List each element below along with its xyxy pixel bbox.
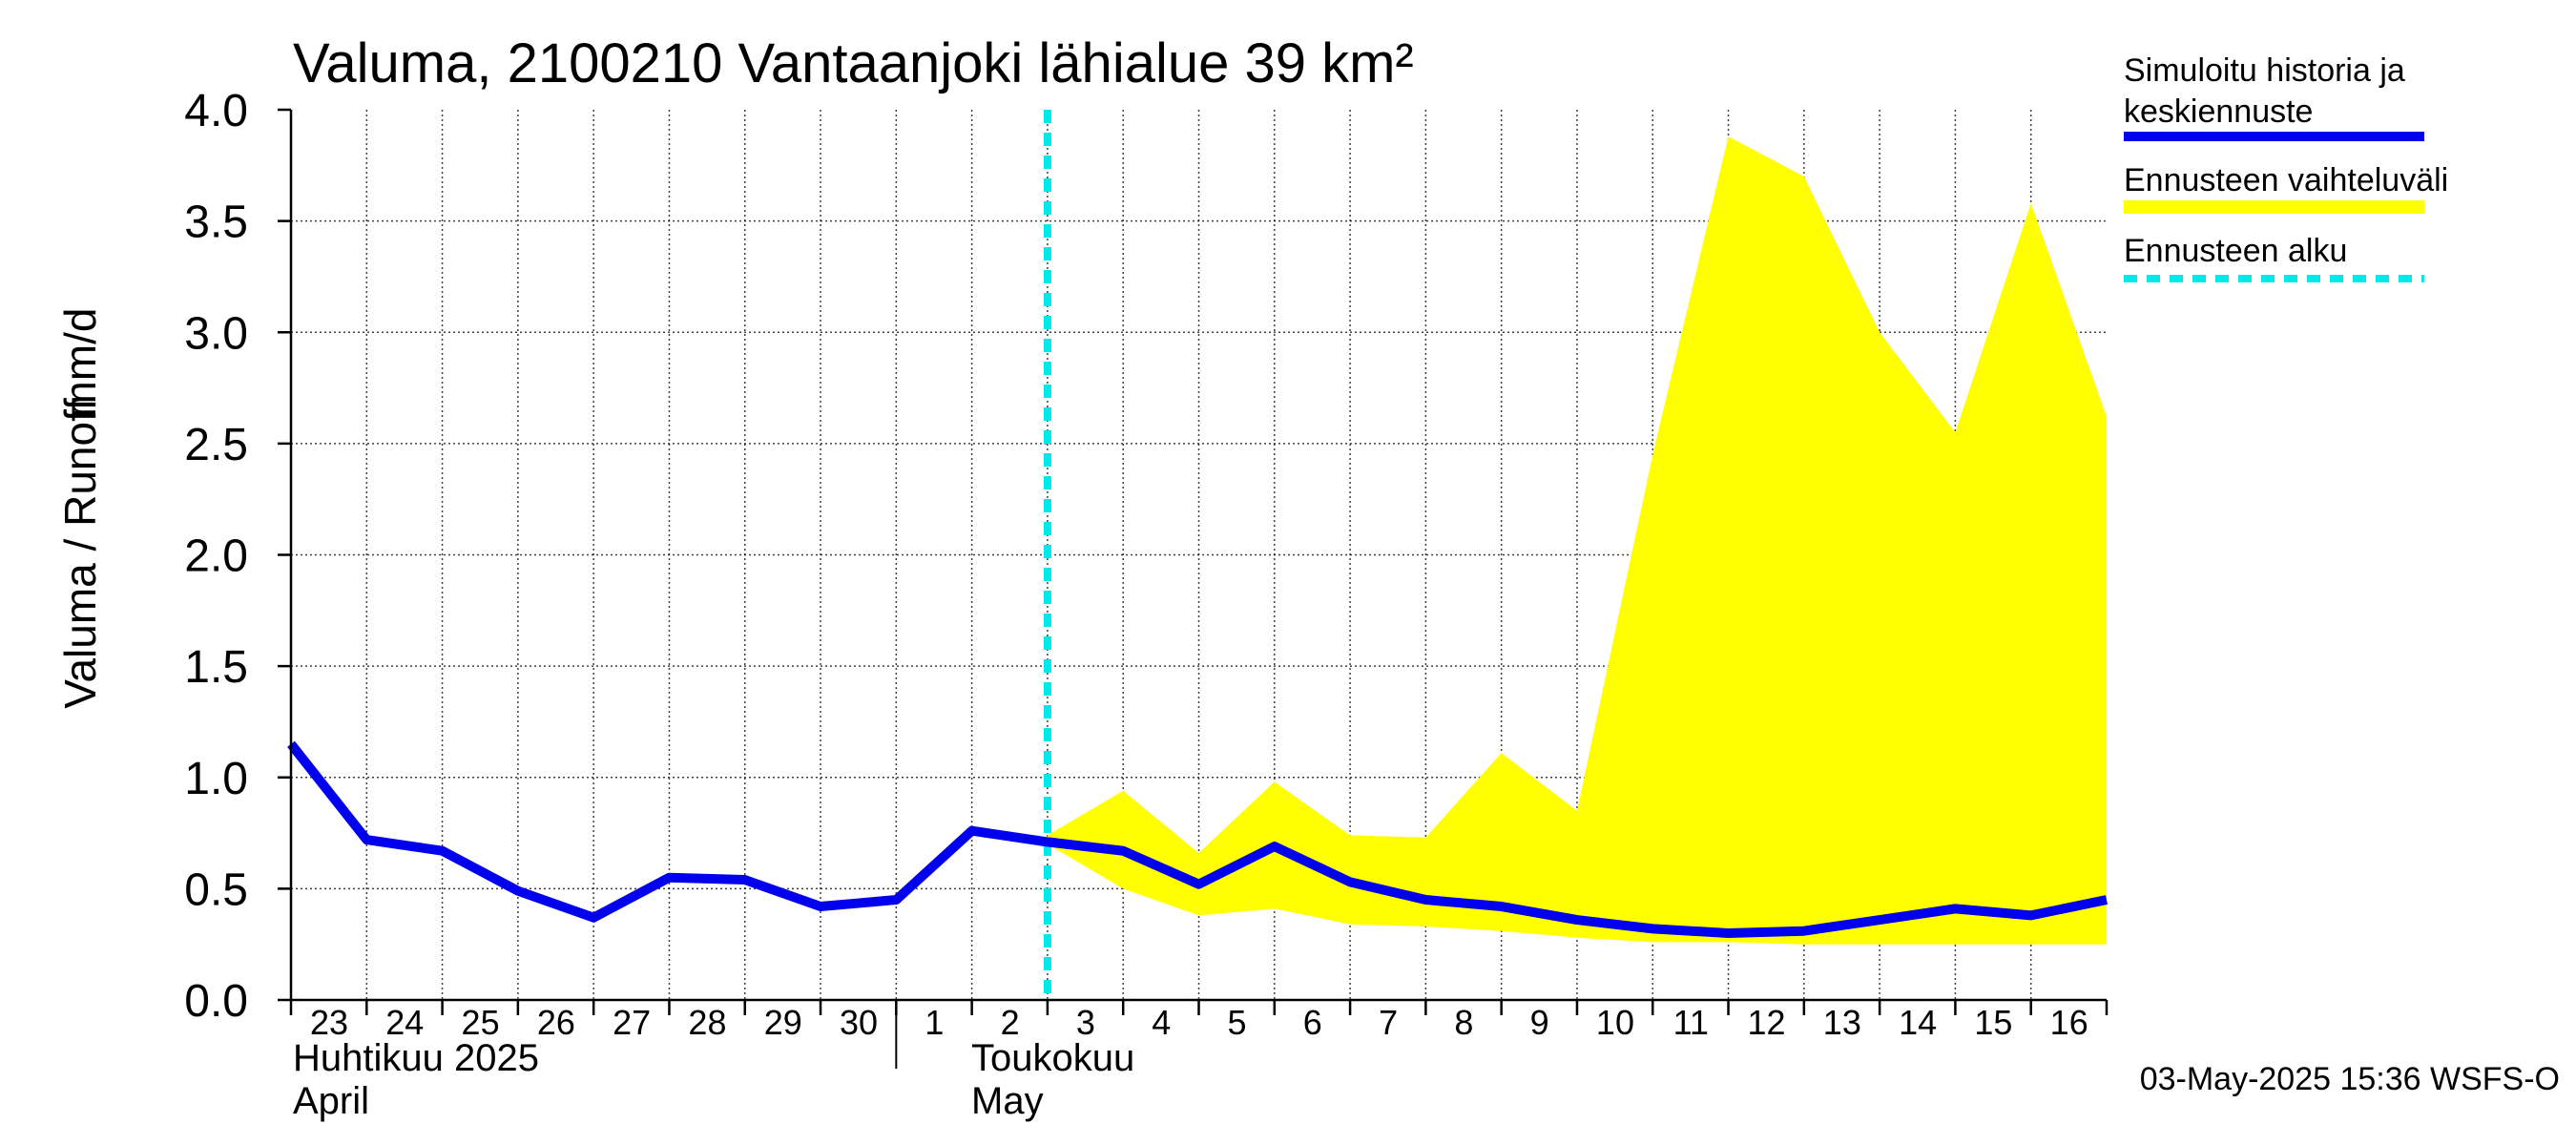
forecast-range-area bbox=[1047, 135, 2107, 945]
y-tick-label: 0.0 bbox=[184, 976, 248, 1027]
x-tick-label: 26 bbox=[537, 1003, 575, 1042]
y-tick-label: 1.5 bbox=[184, 642, 248, 693]
x-tick-label: 9 bbox=[1530, 1003, 1549, 1042]
x-axis-ticks: 23 24 25 26 27 28 29 30 1 2 3 4 5 6 7 8 9 10 11 12 13 14 15 16 bbox=[289, 1000, 2109, 1069]
x-tick-label: 6 bbox=[1303, 1003, 1322, 1042]
month-label-may-fi: Toukokuu bbox=[971, 1037, 1134, 1079]
x-tick-label: 27 bbox=[613, 1003, 651, 1042]
x-tick-label: 15 bbox=[1974, 1003, 2012, 1042]
x-tick-label: 1 bbox=[924, 1003, 944, 1042]
x-tick-label: 5 bbox=[1227, 1003, 1246, 1042]
x-tick-label: 7 bbox=[1379, 1003, 1398, 1042]
y-tick-label: 2.5 bbox=[184, 420, 248, 470]
x-tick-label: 30 bbox=[840, 1003, 878, 1042]
legend-label-forecast-start: Ennusteen alku bbox=[2124, 233, 2347, 269]
x-tick-label: 8 bbox=[1454, 1003, 1473, 1042]
legend: Simuloitu historia ja keskiennuste Ennus… bbox=[2124, 52, 2448, 282]
month-label-april-en: April bbox=[293, 1080, 369, 1122]
month-label-may-en: May bbox=[971, 1080, 1044, 1122]
month-label-april-fi: Huhtikuu 2025 bbox=[293, 1037, 539, 1079]
y-tick-label: 3.0 bbox=[184, 308, 248, 359]
y-axis-unit: mm/d bbox=[55, 308, 105, 418]
x-tick-label: 12 bbox=[1748, 1003, 1786, 1042]
x-tick-label: 29 bbox=[764, 1003, 802, 1042]
x-tick-label: 10 bbox=[1596, 1003, 1634, 1042]
legend-label-band: Ennusteen vaihteluväli bbox=[2124, 162, 2448, 198]
x-tick-label: 11 bbox=[1673, 1003, 1709, 1042]
footer-timestamp: 03-May-2025 15:36 WSFS-O bbox=[2140, 1061, 2560, 1097]
y-tick-label: 0.5 bbox=[184, 864, 248, 915]
y-tick-label: 1.0 bbox=[184, 754, 248, 804]
y-axis-ticks: 0.0 0.5 1.0 1.5 2.0 2.5 3.0 3.5 4.0 bbox=[184, 86, 291, 1027]
x-tick-label: 14 bbox=[1899, 1003, 1937, 1042]
chart-title: Valuma, 2100210 Vantaanjoki lähialue 39 … bbox=[293, 32, 1414, 94]
y-tick-label: 4.0 bbox=[184, 86, 248, 136]
x-tick-label: 28 bbox=[688, 1003, 726, 1042]
x-tick-label: 23 bbox=[310, 1003, 348, 1042]
y-tick-label: 3.5 bbox=[184, 198, 248, 248]
x-tick-label: 2 bbox=[1001, 1003, 1020, 1042]
x-tick-label: 13 bbox=[1823, 1003, 1861, 1042]
x-tick-label: 4 bbox=[1152, 1003, 1171, 1042]
forecast-range-band bbox=[1047, 135, 2107, 945]
legend-label-series-line1: Simuloitu historia ja bbox=[2124, 52, 2405, 89]
y-tick-label: 2.0 bbox=[184, 531, 248, 582]
x-tick-label: 16 bbox=[2050, 1003, 2088, 1042]
series-layer bbox=[287, 740, 2109, 939]
x-tick-label: 25 bbox=[462, 1003, 500, 1042]
series-line-median bbox=[287, 740, 2109, 939]
x-tick-label: 24 bbox=[385, 1003, 424, 1042]
x-tick-label: 3 bbox=[1076, 1003, 1095, 1042]
y-axis-label: Valuma / Runoff bbox=[55, 398, 105, 709]
legend-label-series-line2: keskiennuste bbox=[2124, 94, 2313, 130]
